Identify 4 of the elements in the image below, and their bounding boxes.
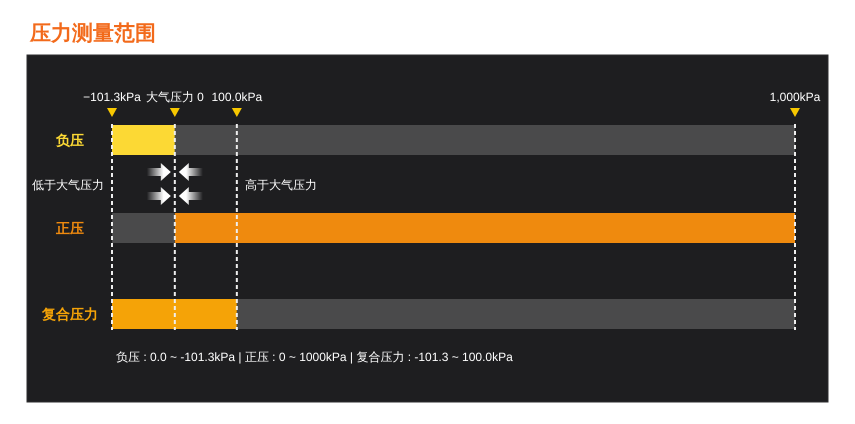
annotation: 低于大气压力 [32,178,104,192]
title: 压力测量范围 [30,22,156,45]
note: 负压 : 0.0 ~ -101.3kPa | 正压 : 0 ~ 1000kPa | 复合压力 : -101.3 ~ 100.0kPa [116,350,513,364]
annotation: 高于大气压力 [244,178,317,192]
